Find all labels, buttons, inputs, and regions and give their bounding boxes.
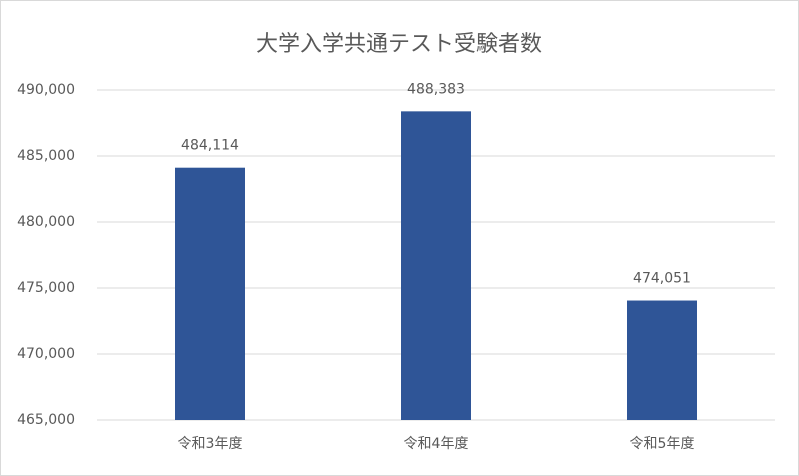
y-tick-label: 465,000 [17,412,75,428]
y-tick-label: 485,000 [17,148,75,164]
y-tick-label: 470,000 [17,346,75,362]
data-label: 474,051 [633,271,691,287]
bar [627,300,697,420]
chart-title: 大学入学共通テスト受験者数 [256,32,542,57]
x-tick-label: 令和4年度 [404,436,469,452]
x-tick-label: 令和5年度 [630,436,695,452]
bar [175,167,245,420]
y-tick-label: 480,000 [17,214,75,230]
data-label: 484,114 [181,138,239,154]
y-tick-label: 475,000 [17,280,75,296]
bar [401,111,471,421]
y-tick-label: 490,000 [17,82,75,98]
x-tick-label: 令和3年度 [178,436,243,452]
data-label: 488,383 [407,81,465,97]
